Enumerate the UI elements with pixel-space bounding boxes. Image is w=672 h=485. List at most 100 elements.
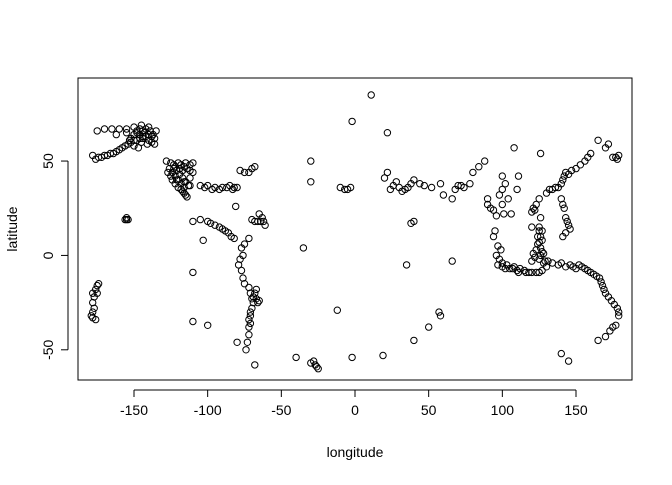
data-point bbox=[481, 157, 489, 165]
data-point bbox=[604, 140, 613, 148]
data-point bbox=[494, 261, 502, 269]
data-point bbox=[514, 172, 523, 180]
data-point bbox=[495, 191, 504, 199]
x-tick-label: -50 bbox=[271, 402, 291, 418]
data-point bbox=[233, 183, 241, 192]
data-point bbox=[189, 168, 197, 177]
data-point bbox=[489, 206, 498, 214]
data-point bbox=[204, 321, 212, 329]
data-point bbox=[551, 183, 560, 192]
data-point bbox=[245, 323, 253, 331]
data-point bbox=[535, 195, 543, 203]
data-point bbox=[236, 166, 244, 175]
data-point bbox=[240, 168, 249, 177]
data-point bbox=[594, 336, 602, 345]
data-point bbox=[108, 125, 116, 133]
y-tick-label: 0 bbox=[40, 251, 56, 259]
data-point bbox=[93, 281, 101, 290]
data-point bbox=[532, 246, 540, 254]
data-point bbox=[112, 130, 121, 139]
data-point bbox=[307, 157, 315, 165]
data-point bbox=[559, 176, 567, 184]
data-point bbox=[246, 319, 255, 328]
data-point bbox=[435, 308, 443, 316]
data-point bbox=[307, 178, 315, 186]
x-tick-label: 50 bbox=[421, 402, 437, 418]
data-point bbox=[531, 206, 539, 214]
data-point bbox=[501, 264, 509, 273]
data-point bbox=[237, 266, 246, 275]
data-point bbox=[612, 321, 620, 329]
data-point bbox=[246, 308, 255, 316]
data-point bbox=[492, 212, 501, 220]
data-point bbox=[125, 136, 134, 145]
data-point bbox=[186, 174, 194, 182]
data-point bbox=[598, 281, 607, 290]
y-tick-label: -50 bbox=[40, 339, 56, 359]
data-point bbox=[536, 149, 545, 158]
x-tick-label: 150 bbox=[564, 402, 588, 418]
data-point bbox=[170, 164, 178, 173]
data-point bbox=[392, 178, 400, 186]
data-point bbox=[564, 357, 573, 365]
data-point bbox=[562, 214, 570, 222]
data-point bbox=[427, 183, 436, 192]
data-point bbox=[299, 244, 308, 252]
data-point bbox=[613, 304, 621, 312]
data-point bbox=[162, 157, 171, 165]
data-point bbox=[174, 183, 182, 192]
data-point bbox=[251, 361, 259, 369]
data-point bbox=[615, 308, 623, 316]
data-point bbox=[416, 180, 424, 188]
data-point bbox=[522, 268, 530, 277]
data-point bbox=[292, 353, 300, 362]
data-point bbox=[448, 195, 456, 203]
data-point bbox=[134, 144, 143, 152]
data-point bbox=[173, 176, 181, 184]
points-layer bbox=[87, 91, 623, 373]
data-point bbox=[93, 289, 101, 297]
data-point bbox=[248, 304, 256, 312]
data-point bbox=[525, 268, 533, 277]
data-point bbox=[189, 317, 197, 326]
data-point bbox=[576, 161, 585, 169]
data-point bbox=[180, 178, 188, 186]
data-point bbox=[313, 363, 321, 371]
data-point bbox=[380, 174, 389, 182]
data-point bbox=[557, 180, 565, 188]
data-point bbox=[245, 234, 253, 243]
data-point bbox=[587, 149, 595, 158]
data-point bbox=[498, 172, 506, 180]
data-point bbox=[89, 308, 97, 316]
data-point bbox=[199, 236, 207, 245]
data-point bbox=[189, 217, 197, 226]
data-point bbox=[230, 234, 238, 243]
data-point bbox=[245, 331, 253, 339]
data-point bbox=[246, 312, 255, 320]
data-point bbox=[245, 168, 253, 177]
data-point bbox=[615, 312, 623, 320]
data-point bbox=[510, 144, 518, 152]
y-tick-label: 50 bbox=[40, 153, 56, 169]
data-point bbox=[448, 257, 456, 265]
data-point bbox=[248, 295, 256, 303]
data-point bbox=[567, 166, 576, 175]
data-point bbox=[254, 217, 262, 226]
data-point bbox=[466, 180, 474, 188]
data-point bbox=[566, 225, 574, 233]
data-point bbox=[532, 200, 540, 209]
data-point bbox=[183, 193, 191, 201]
data-point bbox=[475, 163, 483, 171]
data-point bbox=[336, 183, 344, 192]
data-point bbox=[259, 217, 268, 226]
data-point bbox=[115, 125, 124, 133]
data-point bbox=[181, 159, 190, 167]
data-point bbox=[597, 278, 605, 286]
data-point bbox=[245, 315, 253, 324]
data-point bbox=[483, 195, 492, 203]
data-point bbox=[121, 215, 129, 224]
data-point bbox=[89, 151, 97, 160]
data-point bbox=[150, 134, 159, 143]
